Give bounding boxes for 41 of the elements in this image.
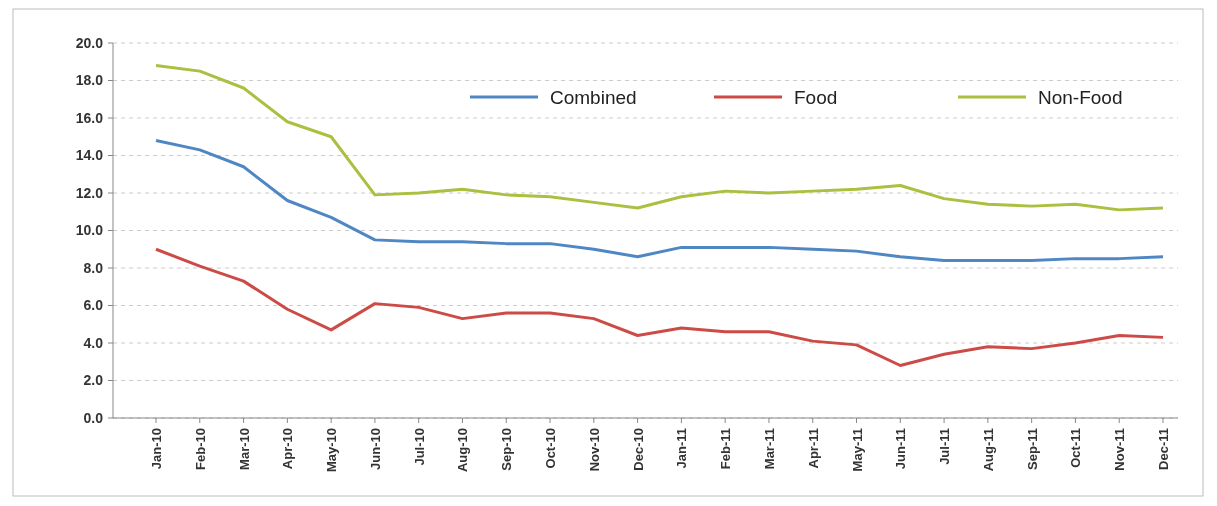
y-tick-label: 16.0 [75,109,104,126]
x-tick-label: Nov-11 [1112,428,1128,471]
x-tick-label: Jan-10 [149,428,164,470]
x-tick-label: Dec-11 [1156,428,1171,470]
x-tick-label: Jul-10 [411,428,427,466]
legend-label: Food [794,86,838,108]
y-tick-label: 6.0 [83,297,104,314]
x-tick-label: Feb-10 [192,428,208,470]
x-tick-label: Mar-10 [236,428,252,470]
x-tick-label: Dec-10 [630,428,646,471]
x-tick-label: Sep-11 [1024,428,1040,470]
y-tick-label: 0.0 [83,409,104,426]
x-tick-label: Jan-11 [674,428,690,469]
x-tick-label: Aug-10 [455,428,471,473]
y-tick-label: 12.0 [75,184,104,201]
y-tick-label: 8.0 [83,259,104,276]
x-tick-label: Oct-10 [543,428,559,469]
x-tick-label: May-10 [324,428,340,473]
y-tick-label: 18.0 [75,72,104,89]
y-tick-label: 10.0 [75,222,104,239]
line-series [154,139,1165,262]
x-tick-label: May-11 [849,428,865,472]
x-tick-label: Feb-11 [718,428,734,470]
x-tick-label: Jun-10 [367,428,383,470]
x-tick-label: Aug-11 [980,428,996,472]
x-tick-label: Apr-10 [280,428,296,470]
y-tick-label: 4.0 [83,334,104,351]
x-tick-label: Jul-11 [937,428,953,465]
x-tick-label: Sep-10 [499,428,515,471]
line-series [154,64,1165,212]
line-series [154,247,1165,367]
x-tick-label: Oct-11 [1068,428,1084,468]
y-tick-label: 14.0 [75,147,104,164]
legend-label: Non-Food [1038,86,1123,108]
y-tick-label: 2.0 [83,372,104,389]
y-tick-label: 20.0 [75,34,104,51]
legend-label: Combined [550,86,637,108]
x-tick-label: Mar-11 [761,428,777,470]
x-tick-label: Apr-11 [805,428,821,469]
x-tick-label: Jun-11 [893,428,909,470]
x-tick-label: Nov-10 [586,428,602,472]
